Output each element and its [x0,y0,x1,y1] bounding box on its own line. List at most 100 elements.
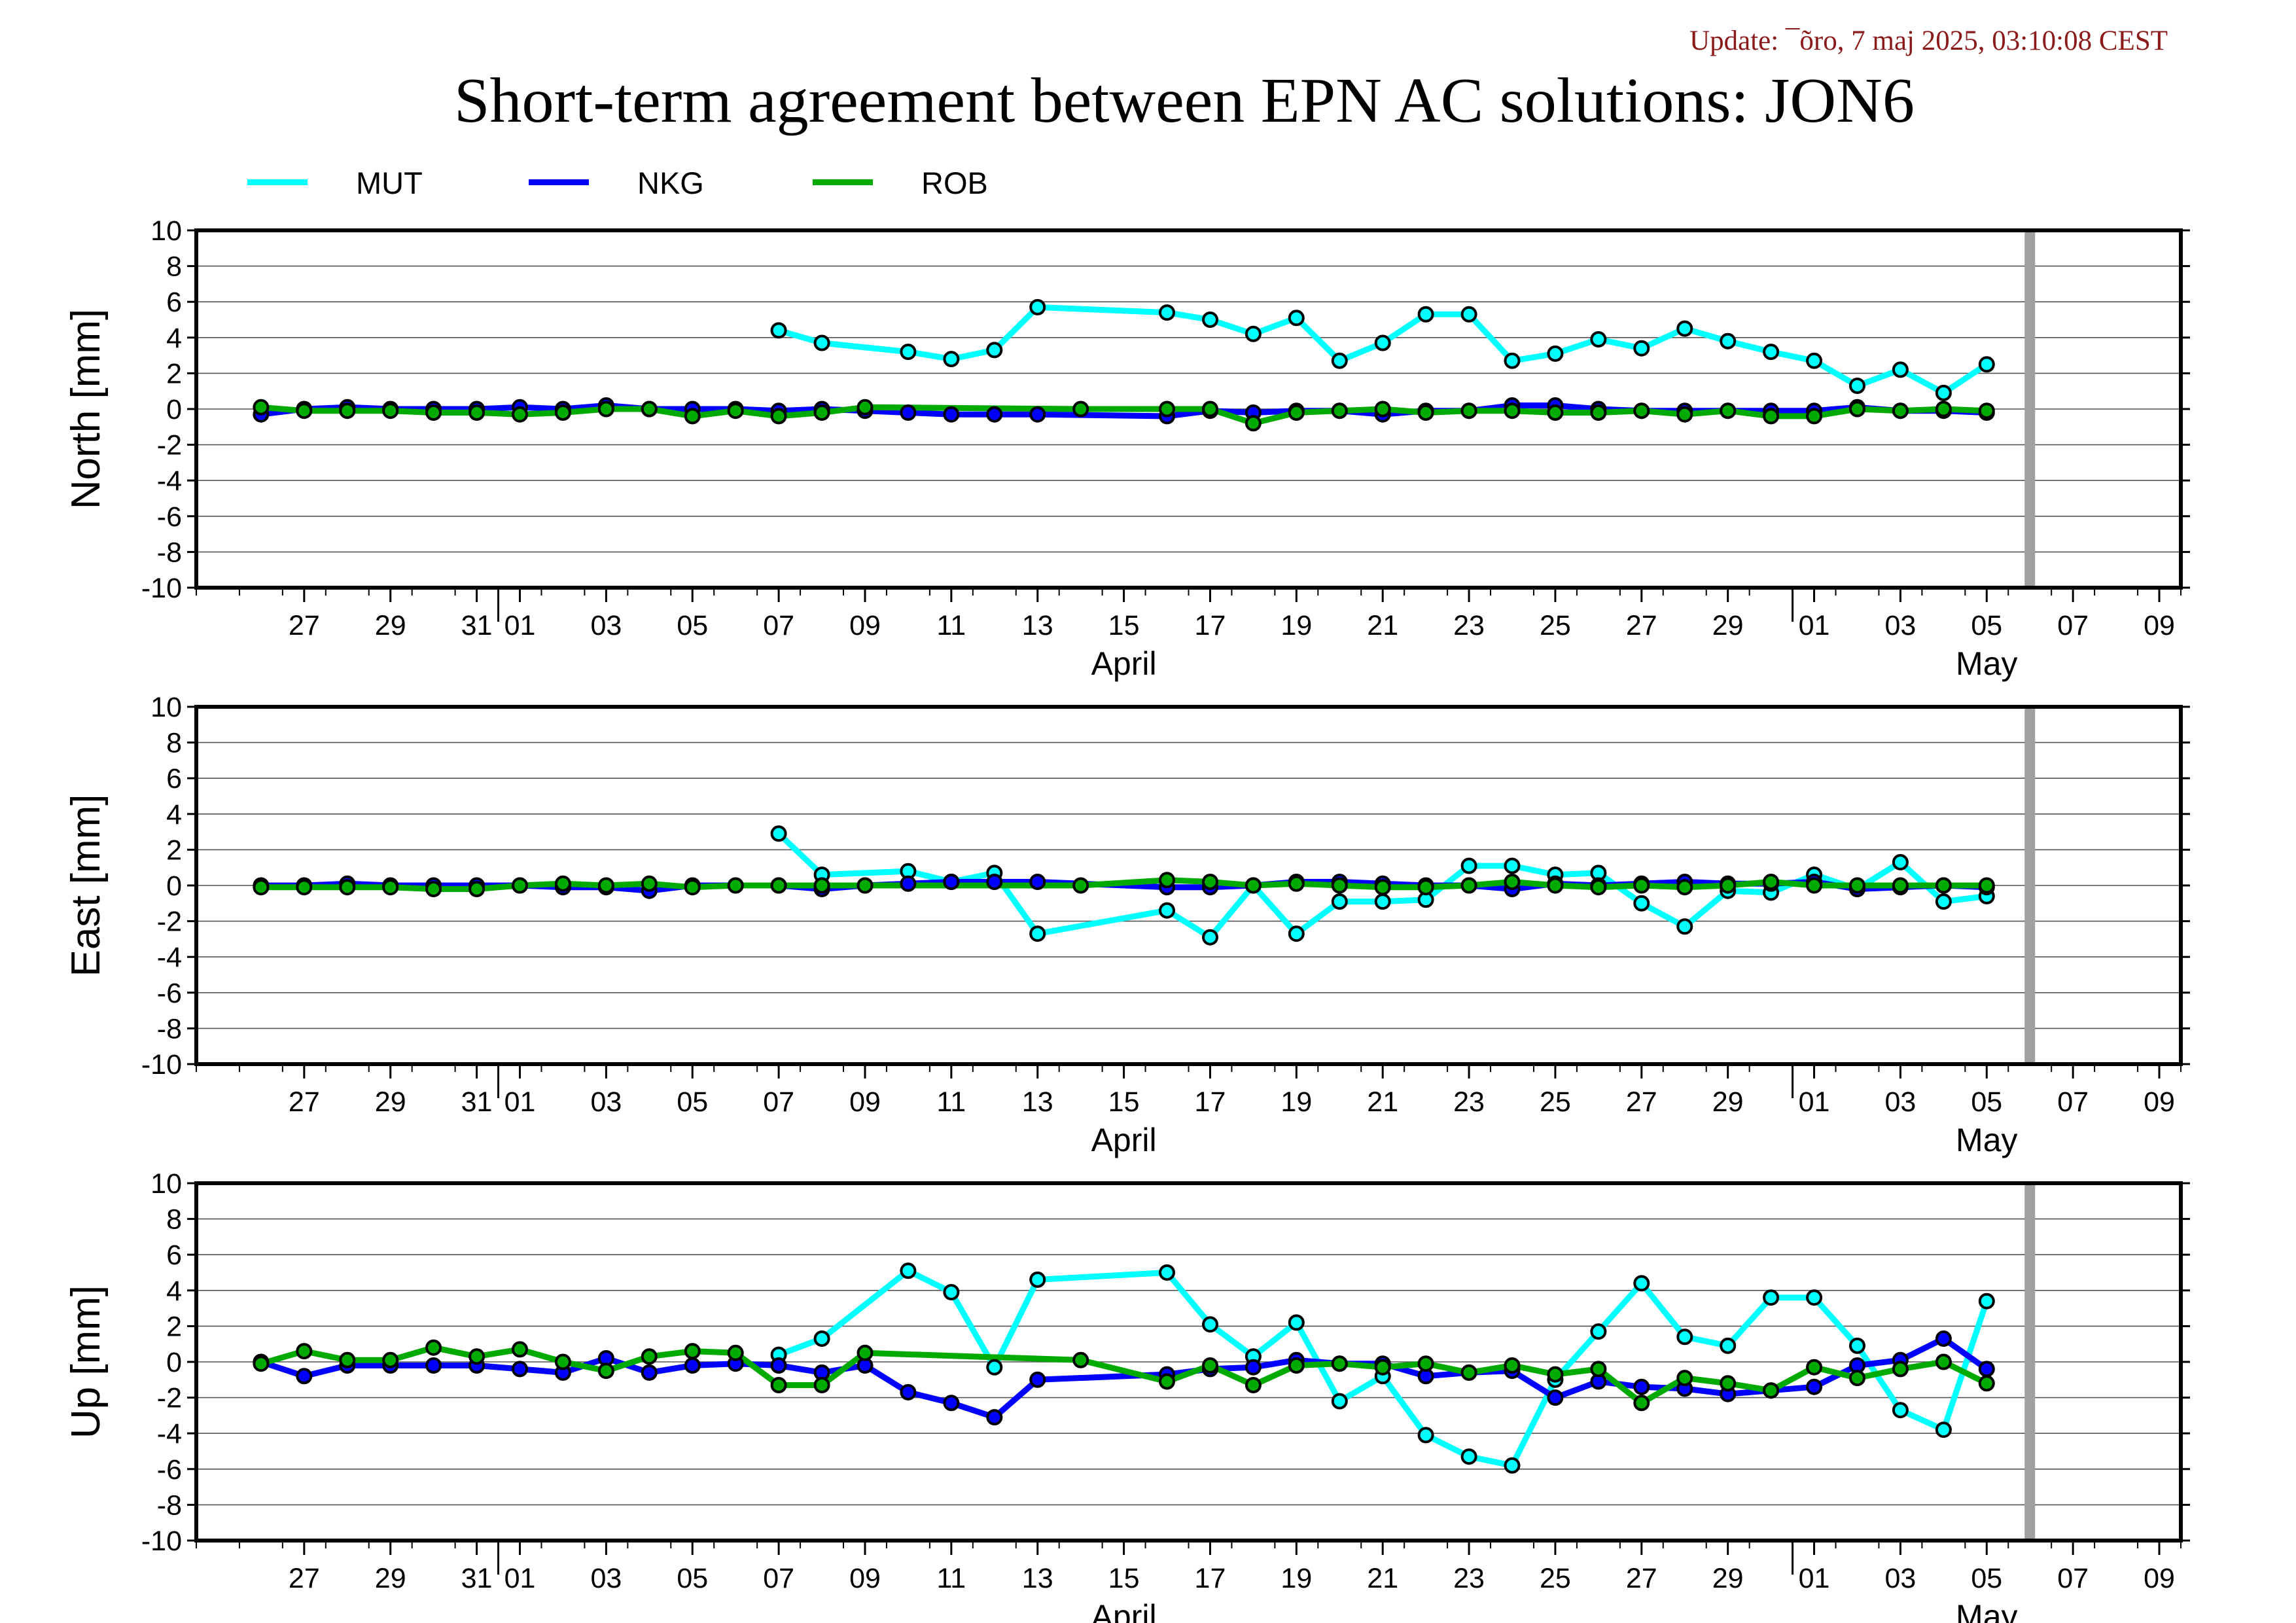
up-xtick-label: 31 [461,1563,493,1594]
north-point-rob [1676,406,1693,423]
east-point-rob [1504,874,1521,890]
north-point-mut [1633,340,1650,357]
north-current-day-marker [2024,230,2036,588]
up-point-mut [1676,1329,1693,1346]
east-point-mut [1935,893,1952,910]
north-ylabel: North [mm] [63,309,109,510]
east-point-nkg [943,874,960,890]
up-ytick-label: 2 [166,1311,182,1342]
up-point-mut [943,1284,960,1300]
up-current-day-marker [2024,1183,2036,1541]
east-ytick-label: -2 [157,906,182,938]
east-xtick-label: 31 [461,1086,493,1118]
up-point-nkg [1245,1359,1262,1376]
east-xtick-label: 25 [1540,1086,1571,1118]
north-point-mut [1504,352,1521,369]
north-point-rob [1590,404,1607,421]
east-ytick-label: -6 [157,978,182,1009]
east-point-rob [1202,874,1218,890]
north-point-rob [1547,404,1564,421]
up-point-mut [1590,1323,1607,1340]
north-point-rob [1460,402,1477,419]
up-xtick-label: 17 [1195,1563,1226,1594]
north-ytick-label: -8 [157,537,182,568]
north-point-rob [727,402,744,419]
up-plot-frame [194,1181,2183,1543]
east-xtick-label: 03 [590,1086,622,1118]
east-xtick-label: 27 [1626,1086,1657,1118]
up-point-mut [1417,1427,1434,1444]
up-point-rob [296,1343,313,1360]
north-point-mut [1547,345,1564,362]
north-point-rob [1374,401,1391,418]
east-point-mut [1892,854,1909,870]
up-point-mut [1806,1289,1823,1306]
up-xtick-label: 09 [849,1563,881,1594]
east-point-rob [1633,877,1650,894]
up-ytick-label: 8 [166,1204,182,1236]
east-point-rob [1978,877,1995,894]
north-point-mut [943,351,960,368]
north-point-nkg [986,406,1003,423]
up-point-nkg [1633,1378,1650,1395]
up-point-rob [425,1339,442,1356]
up-point-nkg [296,1368,313,1385]
up-point-mut [1720,1337,1737,1354]
up-xtick-label: 29 [375,1563,406,1594]
north-point-rob [1633,402,1650,419]
east-point-nkg [900,875,917,892]
up-xtick-label: 13 [1022,1563,1053,1594]
east-point-nkg [1029,874,1046,890]
east-point-rob [1331,877,1348,894]
east-xtick-label: 07 [763,1086,794,1118]
north-xtick-label: 17 [1195,610,1226,641]
up-point-mut [1978,1293,1995,1310]
up-point-mut [1331,1393,1348,1410]
up-point-nkg [943,1395,960,1412]
east-ytick-label: -10 [141,1049,182,1080]
up-point-nkg [1029,1371,1046,1388]
north-point-mut [900,344,917,361]
east-xtick-label: 17 [1195,1086,1226,1118]
east-point-rob [1417,879,1434,896]
east-point-mut [1374,893,1391,910]
north-point-mut [1159,304,1175,321]
up-point-nkg [1935,1330,1952,1347]
up-xtick-label: 05 [677,1563,708,1594]
up-xtick-label: 19 [1280,1563,1312,1594]
up-point-mut [986,1359,1003,1376]
chart-title: Short-term agreement between EPN AC solu… [454,65,1915,136]
north-xtick-label: 11 [937,610,966,641]
north-point-mut [1245,325,1262,342]
north-point-mut [1935,384,1952,401]
east-point-nkg [986,874,1003,890]
east-point-rob [339,879,356,896]
north-xtick-label: 25 [1540,610,1571,641]
up-xtick-label: 21 [1367,1563,1398,1594]
east-current-day-marker [2024,707,2036,1064]
up-point-rob [253,1355,270,1372]
up-xtick-label: 01 [504,1563,536,1594]
north-point-rob [1504,402,1521,419]
east-ytick-label: 6 [166,763,182,794]
east-xtick-label: 13 [1022,1086,1053,1118]
north-xtick-label: 29 [1712,610,1744,641]
north-point-mut [770,322,787,339]
east-month-label-april: April [1091,1122,1157,1158]
north-ytick-label: -6 [157,501,182,533]
up-xtick-label: 27 [1626,1563,1657,1594]
east-point-rob [857,877,874,894]
north-point-mut [813,334,830,351]
up-point-mut [1935,1421,1952,1438]
east-xtick-label: 07 [2057,1086,2089,1118]
east-point-mut [1159,902,1175,919]
north-point-mut [1720,332,1737,349]
up-point-nkg [900,1383,917,1400]
north-point-rob [1288,404,1305,421]
east-xtick-label: 15 [1108,1086,1140,1118]
up-xtick-label: 09 [2144,1563,2175,1594]
north-xtick-label: 03 [1885,610,1916,641]
east-point-mut [770,825,787,842]
up-point-mut [1029,1271,1046,1288]
north-ytick-label: 10 [150,215,182,247]
